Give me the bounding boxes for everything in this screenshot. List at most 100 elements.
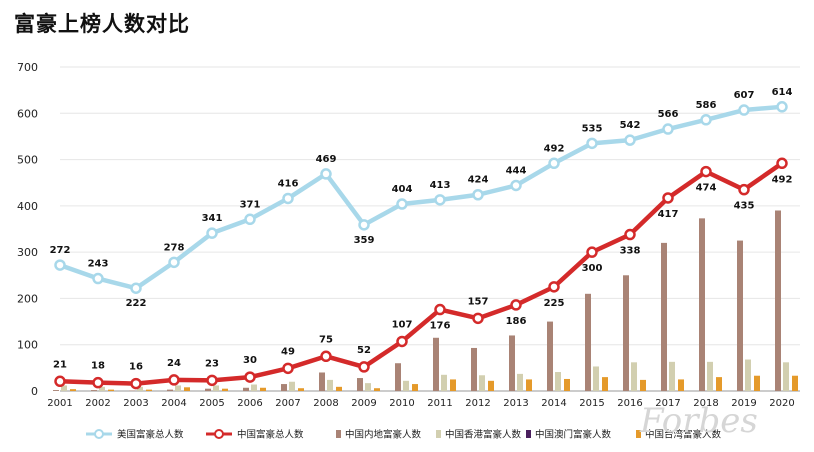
data-label: 278 <box>164 242 185 253</box>
x-tick-label: 2005 <box>199 398 224 409</box>
bar-中国香港富豪人数 <box>327 379 333 391</box>
data-label: 341 <box>202 213 223 224</box>
data-label: 359 <box>354 235 375 246</box>
point-美国富豪总人数 <box>738 104 750 116</box>
bar-中国香港富豪人数 <box>669 361 675 391</box>
point-美国富豪总人数 <box>92 272 104 285</box>
bar-中国内地富豪人数 <box>547 321 553 391</box>
legend-label: 中国富豪总人数 <box>237 429 304 441</box>
data-label: 52 <box>357 345 371 356</box>
bar-中国香港富豪人数 <box>593 366 599 391</box>
legend-swatch <box>436 430 441 438</box>
data-label: 176 <box>430 321 451 332</box>
x-tick-label: 2017 <box>655 398 680 409</box>
point-美国富豪总人数 <box>396 198 408 210</box>
point-中国富豪总人数 <box>358 361 370 373</box>
data-label: 371 <box>240 199 261 210</box>
x-tick-label: 2018 <box>693 398 718 409</box>
point-美国富豪总人数 <box>168 256 180 269</box>
bar-中国内地富豪人数 <box>91 390 97 391</box>
point-美国富豪总人数 <box>282 192 294 205</box>
bars <box>53 210 798 391</box>
point-中国富豪总人数 <box>54 375 66 388</box>
point-美国富豪总人数 <box>662 123 674 135</box>
bar-中国内地富豪人数 <box>395 363 401 391</box>
point-中国富豪总人数 <box>624 228 636 241</box>
bar-中国台湾富豪人数 <box>336 386 342 391</box>
point-美国富豪总人数 <box>776 101 788 113</box>
legend-label: 中国内地富豪人数 <box>345 429 422 441</box>
data-labels: 272 243 222 278 341 371 416 469 359 404 413 424 444 4… <box>50 87 793 373</box>
bar-中国台湾富豪人数 <box>640 379 646 391</box>
data-label: 566 <box>658 109 679 120</box>
point-中国富豪总人数 <box>510 299 522 311</box>
data-label: 30 <box>243 355 257 366</box>
legend-label: 中国台湾富豪人数 <box>645 429 722 441</box>
point-中国富豪总人数 <box>586 246 598 258</box>
bar-中国内地富豪人数 <box>775 210 781 391</box>
bar-中国内地富豪人数 <box>661 242 667 391</box>
point-中国富豪总人数 <box>548 281 560 293</box>
x-tick-label: 2008 <box>313 398 338 409</box>
data-label: 107 <box>392 319 413 330</box>
x-tick-label: 2003 <box>123 398 148 409</box>
watermark: Forbes <box>639 401 758 441</box>
data-label: 492 <box>544 143 565 154</box>
data-label: 23 <box>205 358 219 369</box>
x-tick-label: 2020 <box>769 398 794 409</box>
bar-中国台湾富豪人数 <box>716 377 722 391</box>
point-美国富豪总人数 <box>206 227 218 239</box>
bar-中国香港富豪人数 <box>61 385 67 391</box>
bar-中国台湾富豪人数 <box>488 380 494 391</box>
x-tick-label: 2013 <box>503 398 528 409</box>
point-美国富豪总人数 <box>54 259 66 271</box>
series-lines <box>59 104 784 386</box>
bar-中国台湾富豪人数 <box>564 378 570 391</box>
point-中国富豪总人数 <box>396 335 408 348</box>
point-中国富豪总人数 <box>282 362 294 375</box>
x-tick-label: 2019 <box>731 398 756 409</box>
series-points <box>54 101 788 390</box>
point-中国富豪总人数 <box>320 350 332 363</box>
legend-marker <box>214 429 224 439</box>
x-tick-label: 2006 <box>237 398 262 409</box>
point-美国富豪总人数 <box>434 194 446 206</box>
data-label: 243 <box>88 259 109 270</box>
bar-中国内地富豪人数 <box>357 378 363 391</box>
bar-中国香港富豪人数 <box>365 383 371 391</box>
data-label: 416 <box>278 178 299 189</box>
x-axis-ticks: 2001 2002 2003 2004 2005 2006 2007 2008 2009 2010… <box>47 398 794 409</box>
bar-中国台湾富豪人数 <box>260 387 266 391</box>
line-美国富豪总人数 <box>59 104 783 291</box>
data-label: 614 <box>772 87 793 98</box>
point-中国富豪总人数 <box>776 157 788 170</box>
bar-中国台湾富豪人数 <box>298 388 304 391</box>
point-中国富豪总人数 <box>738 183 750 196</box>
legend-swatch <box>526 430 531 438</box>
data-label: 404 <box>392 184 413 195</box>
bar-中国香港富豪人数 <box>99 386 105 391</box>
point-美国富豪总人数 <box>624 134 636 146</box>
bar-中国台湾富豪人数 <box>792 375 798 391</box>
data-label: 474 <box>696 183 717 194</box>
bar-中国台湾富豪人数 <box>184 387 190 391</box>
data-label: 186 <box>506 316 527 327</box>
bar-中国台湾富豪人数 <box>70 389 76 391</box>
bar-中国内地富豪人数 <box>509 335 515 391</box>
bar-中国香港富豪人数 <box>251 384 257 391</box>
bar-中国内地富豪人数 <box>205 388 211 391</box>
y-tick-label: 0 <box>31 385 38 398</box>
x-tick-label: 2015 <box>579 398 604 409</box>
bar-中国香港富豪人数 <box>289 381 295 391</box>
y-axis-ticks: 0 100 200 300 400 500 600 700 <box>17 61 38 398</box>
legend: 美国富豪总人数 中国富豪总人数 中国内地富豪人数 中国香港富豪人数 中国澳门富豪人数 中国… <box>86 429 722 441</box>
y-tick-label: 300 <box>17 246 38 259</box>
bar-中国香港富豪人数 <box>213 385 219 391</box>
data-label: 607 <box>734 90 755 101</box>
bar-中国内地富豪人数 <box>281 384 287 391</box>
bar-中国内地富豪人数 <box>699 218 705 391</box>
x-tick-label: 2007 <box>275 398 300 409</box>
point-美国富豪总人数 <box>700 114 712 126</box>
bar-中国内地富豪人数 <box>737 240 743 391</box>
data-label: 492 <box>772 174 793 185</box>
